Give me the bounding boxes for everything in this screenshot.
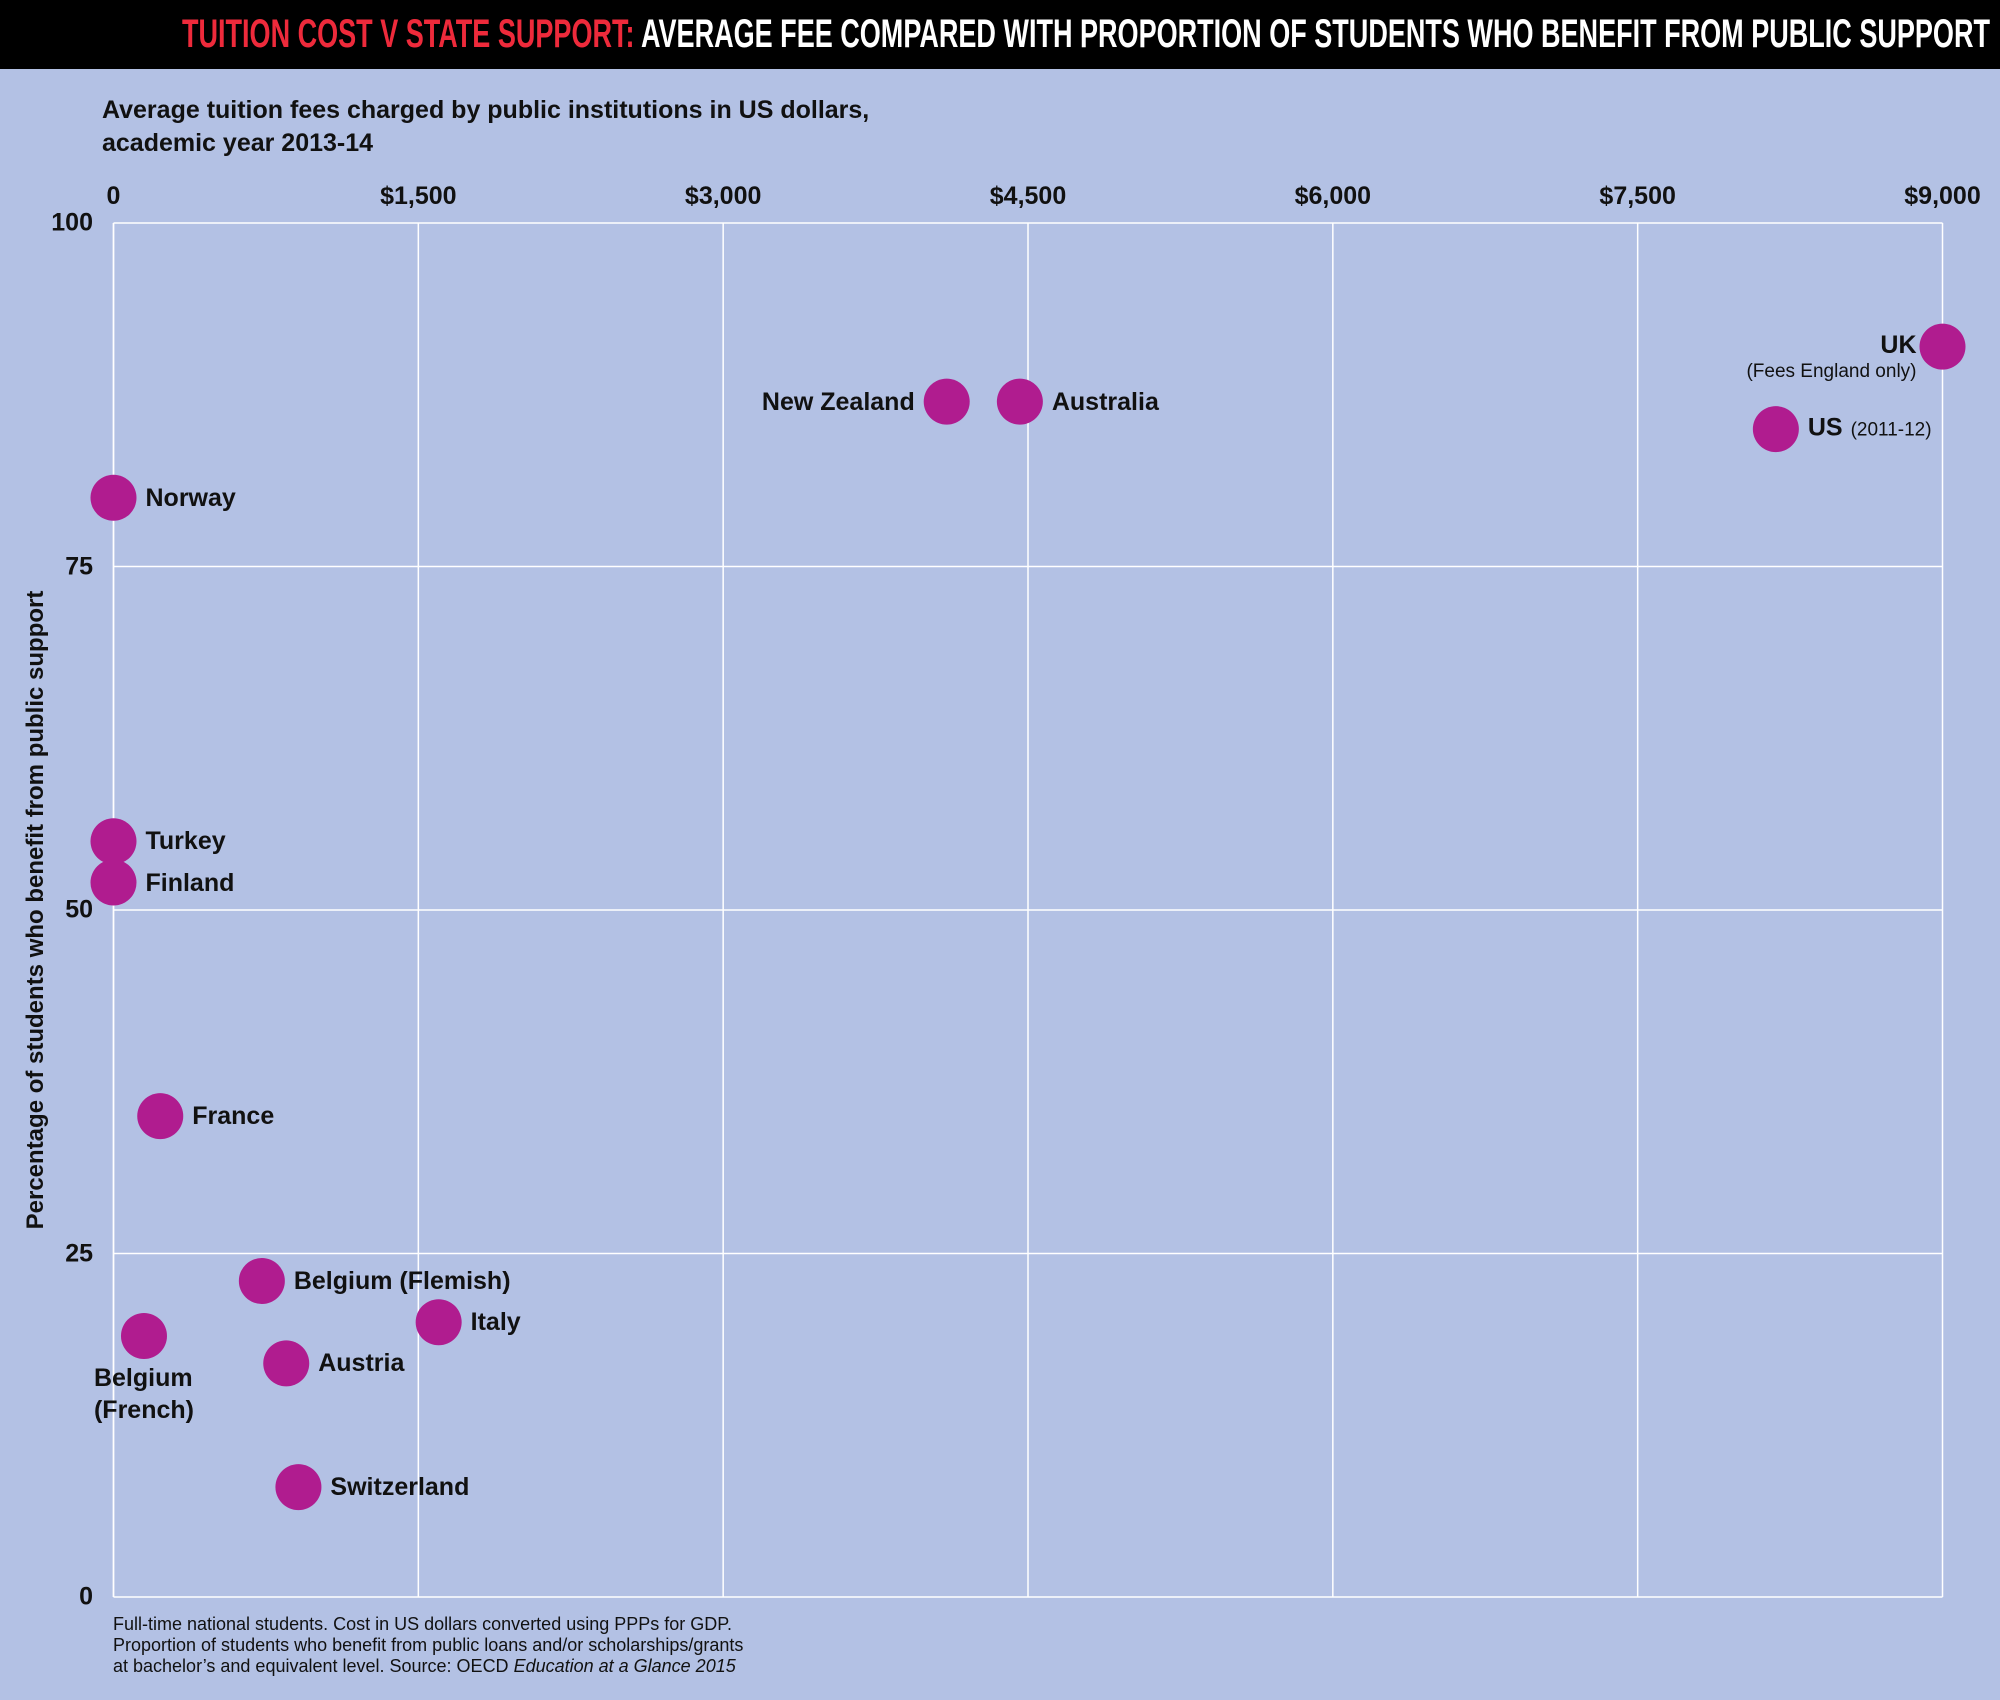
title-svg: TUITION COST V STATE SUPPORT: AVERAGE FE… (182, 12, 1990, 56)
point-label-group: US (2011-12) (1808, 412, 1932, 447)
point-label-group: Belgium (Flemish) (294, 1265, 511, 1297)
point-label: Finland (145, 868, 235, 897)
point-label: UK (1880, 330, 1917, 359)
point-label: Austria (318, 1349, 405, 1378)
x-tick-label: $1,500 (380, 182, 457, 210)
point-label-group: France (192, 1100, 274, 1132)
point-label-group: UK (Fees England only) (1746, 329, 1916, 383)
header-bar: TUITION COST V STATE SUPPORT: AVERAGE FE… (0, 0, 2000, 69)
point-label-group: Australia (1052, 386, 1159, 418)
point (90, 818, 137, 865)
point (1752, 406, 1799, 453)
point-label-group: Finland (146, 867, 235, 899)
point (263, 1340, 310, 1387)
point (275, 1464, 322, 1511)
point (415, 1299, 462, 1346)
y-tick-label: 75 (65, 552, 93, 580)
point-label-group: Belgium (French) (94, 1362, 194, 1426)
point (137, 1093, 184, 1140)
point-note: (Fees England only) (1746, 360, 1917, 382)
y-tick-label: 0 (79, 1582, 93, 1611)
point-label: Italy (470, 1308, 521, 1337)
chart-title: TUITION COST V STATE SUPPORT: AVERAGE FE… (182, 12, 1990, 56)
y-tick-label: 100 (51, 208, 93, 237)
point-label: Norway (145, 483, 236, 512)
point-note: (2011-12) (1850, 419, 1932, 441)
x-tick-label: $4,500 (989, 182, 1067, 210)
x-tick-label: $9,000 (1904, 182, 1981, 210)
point (996, 378, 1043, 425)
point-label-group: Norway (146, 482, 236, 514)
x-tick-label: $3,000 (684, 182, 762, 210)
x-tick-label: 0 (106, 182, 121, 210)
point-label: Belgium (French) (93, 1363, 194, 1424)
title-text: AVERAGE FEE COMPARED WITH PROPORTION OF … (635, 12, 1990, 56)
point-label-group: New Zealand (762, 386, 915, 418)
point (90, 474, 137, 521)
x-tick-label: $7,500 (1599, 182, 1676, 210)
point (238, 1257, 285, 1304)
point-label: Australia (1051, 387, 1159, 416)
point (120, 1312, 167, 1359)
point (90, 859, 137, 906)
point (1919, 323, 1966, 370)
point-label-group: Turkey (146, 825, 226, 857)
point-label-group: Austria (318, 1347, 404, 1379)
point-label-group: Italy (471, 1306, 521, 1338)
point (923, 378, 970, 425)
point-label: US (1807, 413, 1843, 442)
y-tick-label: 25 (65, 1239, 93, 1267)
title-highlight: TUITION COST V STATE SUPPORT: (182, 12, 635, 56)
point-label: Belgium (Flemish) (293, 1266, 511, 1295)
point-label: Switzerland (330, 1473, 470, 1502)
footnote-text: Full-time national students. Cost in US … (113, 1614, 744, 1676)
y-tick-label: 50 (65, 895, 93, 924)
point-label: France (192, 1102, 275, 1131)
footnote: Full-time national students. Cost in US … (113, 1614, 743, 1677)
x-tick-label: $6,000 (1294, 182, 1372, 210)
point-label: Turkey (145, 827, 226, 856)
point-label-group: Switzerland (330, 1471, 469, 1503)
footnote-source: Education at a Glance 2015 (513, 1656, 736, 1676)
x-axis-label: Average tuition fees charged by public i… (102, 96, 870, 157)
point-label: New Zealand (761, 387, 915, 416)
